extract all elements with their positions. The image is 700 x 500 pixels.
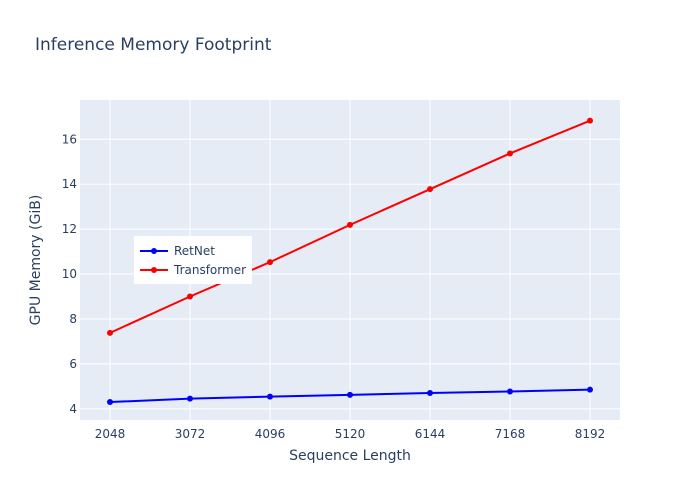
x-tick-label: 8192 (575, 427, 606, 441)
y-tick-label: 4 (69, 402, 77, 416)
legend-label: RetNet (174, 244, 215, 258)
data-point (107, 399, 113, 406)
chart-title: Inference Memory Footprint (35, 35, 272, 55)
series-group (107, 117, 593, 406)
x-tick-label: 3072 (175, 427, 206, 441)
x-tick-label: 2048 (95, 427, 126, 441)
data-point (267, 259, 273, 266)
data-point (347, 391, 353, 398)
legend-item: RetNet (140, 244, 215, 258)
data-point (107, 329, 113, 336)
legend-marker (151, 267, 157, 273)
legend: RetNet Transformer (134, 236, 252, 284)
data-point (187, 395, 193, 402)
data-point (347, 221, 353, 228)
legend-label: Transformer (173, 263, 246, 277)
y-axis-label: GPU Memory (GiB) (28, 195, 44, 326)
y-tick-label: 10 (62, 267, 77, 281)
data-point (267, 393, 273, 400)
legend-box (134, 236, 252, 284)
x-tick-label: 7168 (495, 427, 526, 441)
x-axis-ticks: 2048 3072 4096 5120 6144 7168 8192 (95, 427, 606, 441)
series-transformer (107, 117, 593, 336)
y-axis-ticks: 4 6 8 10 12 14 16 (62, 132, 77, 415)
data-point (507, 388, 513, 395)
series-retnet (107, 386, 593, 406)
y-tick-label: 12 (62, 222, 77, 236)
legend-marker (151, 248, 157, 254)
y-tick-label: 14 (62, 177, 77, 191)
y-tick-label: 8 (69, 312, 77, 326)
x-tick-label: 6144 (415, 427, 446, 441)
legend-item: Transformer (140, 263, 246, 277)
y-tick-label: 16 (62, 132, 77, 146)
data-point (587, 386, 593, 393)
x-tick-label: 5120 (335, 427, 366, 441)
data-point (427, 186, 433, 193)
data-point (187, 293, 193, 300)
data-point (507, 150, 513, 157)
x-tick-label: 4096 (255, 427, 286, 441)
data-point (427, 390, 433, 397)
y-tick-label: 6 (69, 357, 77, 371)
data-point (587, 117, 593, 124)
x-axis-label: Sequence Length (289, 448, 411, 464)
